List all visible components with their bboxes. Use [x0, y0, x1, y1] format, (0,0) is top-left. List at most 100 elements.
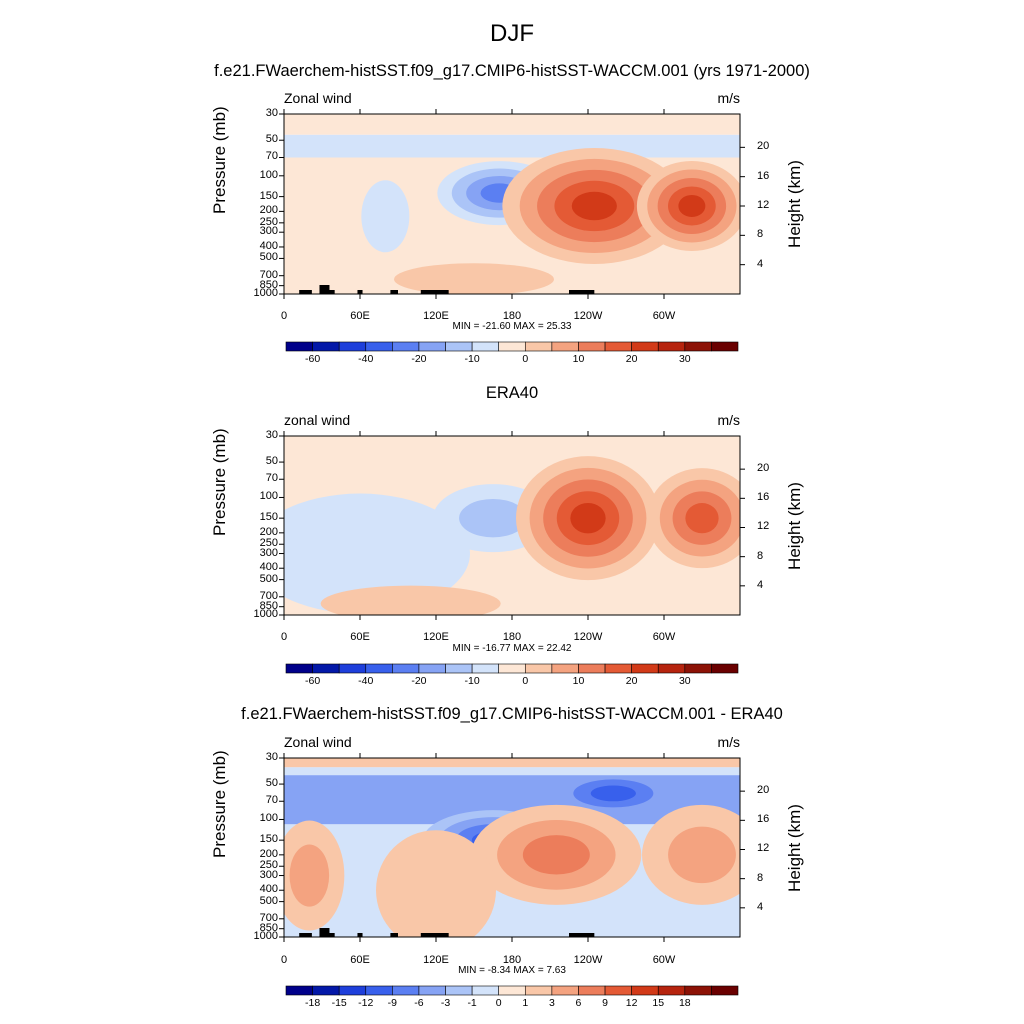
colorbar-box [471, 985, 500, 996]
land-mask [569, 933, 595, 937]
main-title: DJF [490, 20, 534, 47]
contour-level [376, 830, 496, 937]
height-tick-label: 16 [757, 169, 770, 182]
colorbar-tick-label: 0 [495, 997, 502, 1009]
y-tick-label: 400 [259, 239, 278, 252]
colorbar-box [498, 663, 526, 674]
units-label: m/s [717, 90, 740, 106]
y-tick-label: 700 [259, 911, 278, 924]
height-tick-label: 4 [757, 578, 764, 591]
contour-band [284, 114, 740, 135]
variable-label: zonal wind [284, 412, 351, 428]
contour-level [571, 191, 617, 221]
colorbar-box [471, 341, 500, 352]
y-tick-label: 300 [259, 868, 278, 881]
contour-level [361, 180, 410, 253]
colorbar-tick-label: 3 [548, 997, 555, 1009]
colorbar-tick-label: -40 [358, 353, 374, 365]
colorbar-box [418, 341, 446, 352]
y-tick-label: 70 [265, 794, 278, 807]
colorbar-tick-label: -20 [411, 675, 427, 687]
contour-level [289, 844, 330, 907]
y-tick-label: 150 [259, 833, 278, 846]
x-tick-label: 60E [350, 631, 370, 643]
colorbar-tick-label: 1 [522, 997, 529, 1009]
min-max-label: MIN = -21.60 MAX = 25.33 [452, 321, 572, 332]
x-tick-label: 60E [350, 954, 370, 966]
colorbar-box [445, 985, 473, 996]
y-tick-label: 400 [259, 883, 278, 896]
colorbar-tick-label: 18 [678, 997, 691, 1009]
units-label: m/s [717, 412, 740, 428]
x-tick-label: 120W [573, 310, 603, 322]
contour-level [320, 585, 501, 615]
min-max-label: MIN = -8.34 MAX = 7.63 [458, 965, 566, 976]
y-tick-label: 250 [259, 859, 278, 872]
x-tick-label: 120E [423, 954, 449, 966]
contour-band [284, 758, 740, 768]
colorbar-tick-label: -10 [464, 353, 480, 365]
height-tick-label: 4 [757, 257, 764, 270]
colorbar-box [604, 663, 632, 674]
x-tick-label: 120E [423, 631, 449, 643]
colorbar-tick-label: -9 [387, 997, 398, 1009]
colorbar-box [285, 985, 313, 996]
x-tick-label: 120W [573, 631, 603, 643]
colorbar-box [711, 341, 739, 352]
colorbar-tick-label: 0 [522, 675, 529, 687]
colorbar-box [392, 341, 420, 352]
colorbar-tick-label: 10 [572, 675, 585, 687]
y-tick-label: 100 [259, 490, 278, 503]
colorbar-tick-label: 15 [652, 997, 665, 1009]
colorbar-box [365, 341, 393, 352]
height-tick-label: 16 [757, 813, 770, 826]
colorbar-box [684, 985, 712, 996]
colorbar-box [551, 985, 579, 996]
y-tick-label: 250 [259, 537, 278, 550]
colorbar-box [631, 341, 659, 352]
y-tick-label: 30 [265, 751, 278, 763]
y-tick-label: 850 [259, 599, 278, 612]
units-label: m/s [717, 734, 740, 750]
height-tick-label: 12 [757, 520, 770, 533]
colorbar-box [711, 663, 739, 674]
y-tick-label: 50 [265, 455, 278, 468]
colorbar-box [392, 985, 420, 996]
colorbar-box [365, 663, 393, 674]
colorbar-box [551, 341, 579, 352]
y-tick-label: 150 [259, 189, 278, 202]
x-tick-label: 180 [502, 310, 522, 322]
contour-level [668, 826, 736, 884]
colorbar-tick-label: 9 [602, 997, 608, 1009]
colorbar-box [338, 663, 367, 674]
y-tick-label: 250 [259, 215, 278, 228]
colorbar-box [418, 663, 446, 674]
x-tick-label: 180 [502, 631, 522, 643]
colorbar-box [498, 341, 526, 352]
land-mask [299, 933, 312, 937]
panel-title: f.e21.FWaerchem-histSST.f09_g17.CMIP6-hi… [241, 705, 783, 723]
height-tick-label: 8 [757, 228, 764, 241]
contour-field [284, 758, 740, 937]
y-tick-label: 300 [259, 546, 278, 559]
y-tick-label: 1000 [253, 930, 278, 942]
colorbar-box [578, 341, 606, 352]
colorbar-box [711, 985, 739, 996]
colorbar-box [471, 663, 500, 674]
colorbar-box [524, 985, 553, 996]
y-tick-label: 50 [265, 777, 278, 790]
colorbar-box [524, 341, 553, 352]
colorbar-tick-label: 30 [678, 675, 691, 687]
colorbar-box [418, 985, 446, 996]
colorbar-tick-label: -1 [467, 997, 477, 1009]
colorbar-tick-label: 10 [572, 353, 585, 365]
colorbar-box [551, 663, 579, 674]
contour-level [522, 835, 590, 875]
y-tick-label: 400 [259, 561, 278, 574]
y-tick-label: 30 [265, 107, 278, 119]
height-tick-label: 8 [757, 549, 764, 562]
colorbar-tick-label: -6 [414, 997, 424, 1009]
contour-level [284, 493, 470, 614]
variable-label: Zonal wind [284, 734, 352, 750]
